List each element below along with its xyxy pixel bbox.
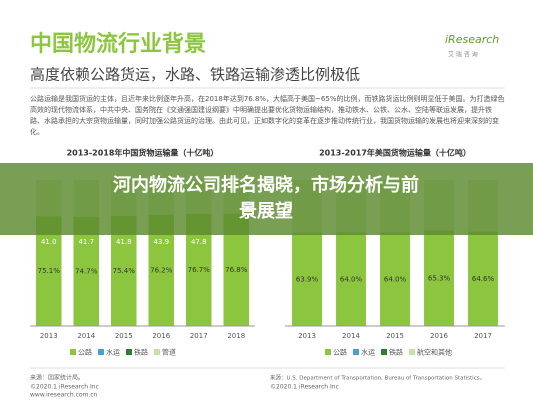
logo-sub: 艾 瑞 咨 询 <box>448 51 478 59</box>
chart-title: 2013-2017年美国货物运输量（十亿吨） <box>319 148 471 158</box>
legend-swatch <box>98 349 104 355</box>
legend-swatch <box>126 349 132 355</box>
bar <box>73 216 99 326</box>
bar <box>468 231 498 326</box>
bar <box>424 230 454 326</box>
value-label: 76.8% <box>225 266 248 274</box>
legend-swatch <box>353 349 359 355</box>
legend-label: 铁路 <box>134 348 148 357</box>
copyright: ©2020.1 iResearch Inc <box>30 384 99 391</box>
value-label: 64.0% <box>384 275 407 283</box>
legend-label: 航空和其他 <box>417 348 452 357</box>
x-tick-label: 2015 <box>386 332 404 340</box>
legend-swatch <box>70 349 76 355</box>
value-label: 74.7% <box>75 267 98 275</box>
x-tick-label: 2014 <box>342 332 360 340</box>
site: www.iresearch.com.cn <box>30 392 98 399</box>
value-label: 76.7% <box>188 266 211 274</box>
paragraph: 公路运输是我国货运的主体，且近年来比例逐年升高，在2018年达到76.8%，大幅… <box>30 95 505 136</box>
x-tick-label: 2014 <box>77 332 95 340</box>
value-label: 65.3% <box>428 274 451 282</box>
header-title: 中国物流行业背景 <box>30 31 206 57</box>
x-tick-label: 2016 <box>430 332 448 340</box>
legend-label: 公路 <box>333 348 347 357</box>
source: 来源：U.S. Department of Transportation, Bu… <box>270 374 485 382</box>
x-tick-label: 2016 <box>152 332 170 340</box>
value-label: 63.9% <box>296 275 319 283</box>
x-tick-label: 2017 <box>190 332 208 340</box>
x-tick-label: 2015 <box>115 332 133 340</box>
x-tick-label: 2013 <box>298 332 316 340</box>
source: 来源：国家统计局。 <box>30 374 84 382</box>
legend-label: 铁路 <box>389 348 403 357</box>
overlay-band <box>0 163 533 235</box>
legend-swatch <box>381 349 387 355</box>
value-label: 64.0% <box>340 275 363 283</box>
value-label: 76.2% <box>150 266 173 274</box>
legend-label: 管道 <box>162 348 176 357</box>
total-label: 43.9 <box>153 238 169 246</box>
legend-label: 水运 <box>361 348 375 357</box>
x-tick-label: 2013 <box>40 332 58 340</box>
logo: iResearch <box>445 33 499 46</box>
value-label: 75.4% <box>113 267 136 275</box>
legend-swatch <box>409 349 415 355</box>
x-tick-label: 2018 <box>227 332 245 340</box>
x-tick-label: 2017 <box>474 332 492 340</box>
legend-swatch <box>154 349 160 355</box>
value-label: 75.1% <box>38 267 61 275</box>
total-label: 47.8 <box>191 238 207 246</box>
chart-title: 2013-2018年中国货物运输量（十亿吨） <box>67 148 219 158</box>
legend-swatch <box>325 349 331 355</box>
overlay-title: 河内物流公司排名揭晓，市场分析与前景展望 <box>113 174 419 222</box>
total-label: 41.8 <box>116 238 132 246</box>
legend-label: 水运 <box>106 348 120 357</box>
copyright: ©2020.1 iResearch Inc <box>270 384 339 391</box>
bar <box>336 232 366 326</box>
total-label: 41.7 <box>78 238 94 246</box>
bar <box>292 232 322 326</box>
bar <box>380 232 410 326</box>
legend-label: 公路 <box>78 348 92 357</box>
header-subtitle: 高度依赖公路货运，水路、铁路运输渗透比例极低 <box>30 66 360 84</box>
value-label: 64.6% <box>472 275 495 283</box>
total-label: 41.0 <box>41 238 57 246</box>
